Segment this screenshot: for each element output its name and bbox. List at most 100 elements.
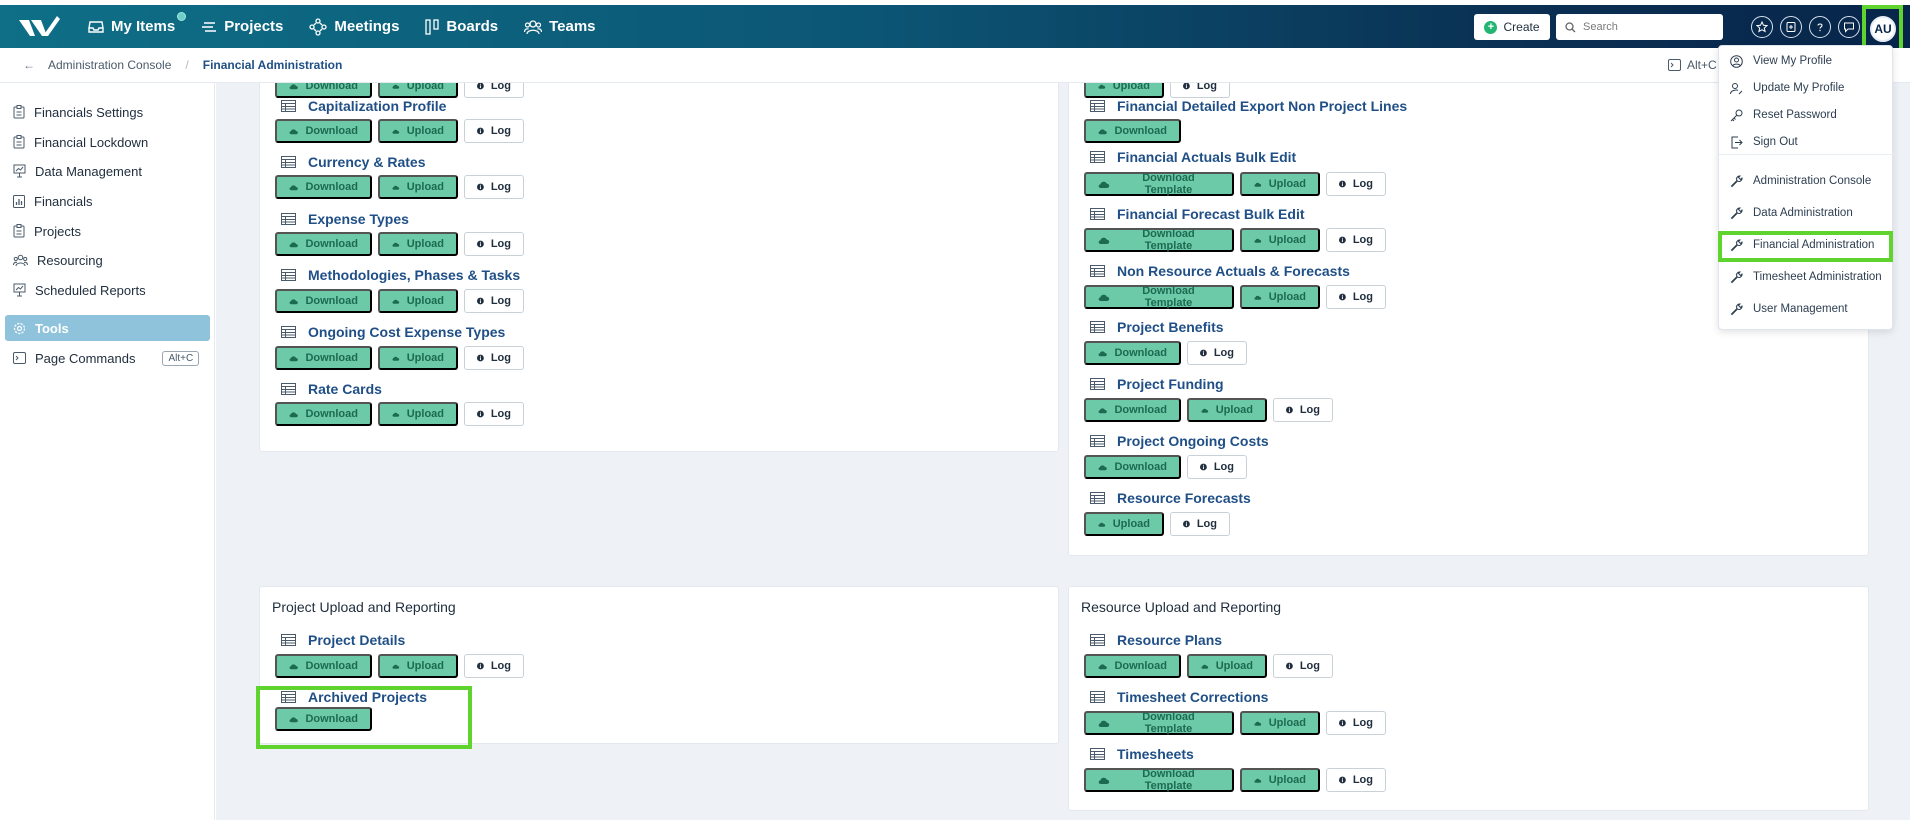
log-button[interactable]: Log [464,83,524,98]
nav-projects[interactable]: Projects [188,5,296,48]
log-button[interactable]: Log [464,402,524,426]
app-logo-icon[interactable] [17,12,61,42]
download-button[interactable]: Download [275,289,372,313]
sidebar-item-financials[interactable]: Financials [5,188,210,214]
favorites-star-icon[interactable] [1751,16,1773,38]
sidebar-item-projects[interactable]: Projects [5,218,210,244]
log-button[interactable]: Log [464,232,524,256]
sidebar-item-financial-lockdown[interactable]: Financial Lockdown [5,129,210,155]
upload-button[interactable]: Upload [378,175,458,199]
menu-item-financial-administration[interactable]: Financial Administration [1719,232,1894,258]
chat-icon[interactable] [1838,16,1860,38]
sidebar-item-data-management[interactable]: Data Management [5,158,210,184]
log-button[interactable]: Log [464,119,524,143]
log-button[interactable]: Log [464,289,524,313]
back-arrow-icon[interactable]: ← [23,58,35,72]
button-row: Download Upload Log [1084,398,1333,422]
download-template-button[interactable]: Download Template [1084,228,1234,252]
menu-item-update-my-profile[interactable]: Update My Profile [1719,75,1894,101]
breadcrumb-administration-console[interactable]: Administration Console [48,58,172,72]
sidebar-item-tools[interactable]: Tools [5,315,210,341]
upload-button[interactable]: Upload [1187,654,1267,678]
upload-button[interactable]: Upload [1240,285,1320,309]
upload-button[interactable]: Upload [1240,228,1320,252]
menu-item-administration-console[interactable]: Administration Console [1719,168,1894,194]
download-button[interactable]: Download [1084,654,1181,678]
log-button[interactable]: Log [464,654,524,678]
download-button[interactable]: Download [1084,119,1181,143]
cloud-upload-icon [392,664,400,669]
menu-item-timesheet-administration[interactable]: Timesheet Administration [1719,264,1894,290]
upload-button[interactable]: Upload [378,289,458,313]
upload-button[interactable]: Upload [1187,398,1267,422]
sidebar-item-financials-settings[interactable]: Financials Settings [5,99,210,125]
sidebar-item-resourcing[interactable]: Resourcing [5,247,210,273]
download-button[interactable]: Download [275,119,372,143]
menu-item-view-my-profile[interactable]: View My Profile [1719,48,1894,74]
upload-button[interactable]: Upload [1240,768,1320,792]
meetings-icon [309,17,328,36]
menu-item-user-management[interactable]: User Management [1719,296,1894,322]
upload-button[interactable]: Upload [1240,172,1320,196]
sidebar-item-scheduled-reports[interactable]: Scheduled Reports [5,277,210,303]
clipboard-icon [13,135,25,149]
log-button[interactable]: Log [1187,455,1247,479]
download-template-button[interactable]: Download Template [1084,285,1234,309]
download-button[interactable]: Download [275,654,372,678]
item-archived-projects: Archived Projects [281,689,427,705]
sidebar-item-label: Resourcing [37,252,103,268]
menu-item-reset-password[interactable]: Reset Password [1719,102,1894,128]
archived-projects-download-button[interactable]: Download [275,707,372,731]
sidebar-item-page-commands[interactable]: Page Commands Alt+C [5,345,210,371]
page-commands-hint[interactable]: Alt+C [1668,58,1717,72]
user-avatar-button[interactable]: AU [1870,16,1896,42]
create-button[interactable]: + Create [1474,14,1550,40]
download-button[interactable]: Download [275,232,372,256]
upload-button[interactable]: Upload [1084,512,1164,536]
log-button[interactable]: Log [1326,768,1386,792]
upload-button[interactable]: Upload [378,232,458,256]
key-icon [1730,109,1743,121]
nav-my-items[interactable]: My Items [75,5,188,48]
download-button[interactable]: Download [275,402,372,426]
presentation-chart-icon [13,164,26,178]
table-icon [281,213,296,225]
download-button[interactable]: Download [1084,455,1181,479]
menu-item-sign-out[interactable]: Sign Out [1719,129,1894,155]
help-icon[interactable] [1809,16,1831,38]
download-template-button[interactable]: Download Template [1084,172,1234,196]
download-template-button[interactable]: Download Template [1084,768,1234,792]
log-button[interactable]: Log [1326,172,1386,196]
download-button[interactable]: Download [275,175,372,199]
log-button[interactable]: Log [1170,512,1230,536]
upload-button[interactable]: Upload [378,402,458,426]
log-button[interactable]: Log [1326,285,1386,309]
download-template-button[interactable]: Download Template [1084,711,1234,735]
search-input[interactable] [1583,21,1713,33]
log-button[interactable]: Log [1187,341,1247,365]
log-button[interactable]: Log [1273,398,1333,422]
table-icon [281,326,296,338]
download-button[interactable]: Download [1084,398,1181,422]
download-button[interactable]: Download [275,83,372,98]
upload-button[interactable]: Upload [378,119,458,143]
inbox-icon [88,20,104,33]
log-button[interactable]: Log [464,175,524,199]
nav-teams[interactable]: Teams [511,5,608,48]
upload-button[interactable]: Upload [378,346,458,370]
nav-meetings[interactable]: Meetings [296,5,412,48]
log-button[interactable]: Log [1273,654,1333,678]
upload-button[interactable]: Upload [378,654,458,678]
nav-boards[interactable]: Boards [412,5,511,48]
log-button[interactable]: Log [1326,711,1386,735]
log-button[interactable]: Log [1170,83,1230,98]
download-button[interactable]: Download [275,346,372,370]
upload-button[interactable]: Upload [1084,83,1164,98]
log-button[interactable]: Log [1326,228,1386,252]
menu-item-data-administration[interactable]: Data Administration [1719,200,1894,226]
upload-button[interactable]: Upload [378,83,458,98]
log-button[interactable]: Log [464,346,524,370]
upload-button[interactable]: Upload [1240,711,1320,735]
download-button[interactable]: Download [1084,341,1181,365]
switch-app-icon[interactable] [1780,16,1802,38]
